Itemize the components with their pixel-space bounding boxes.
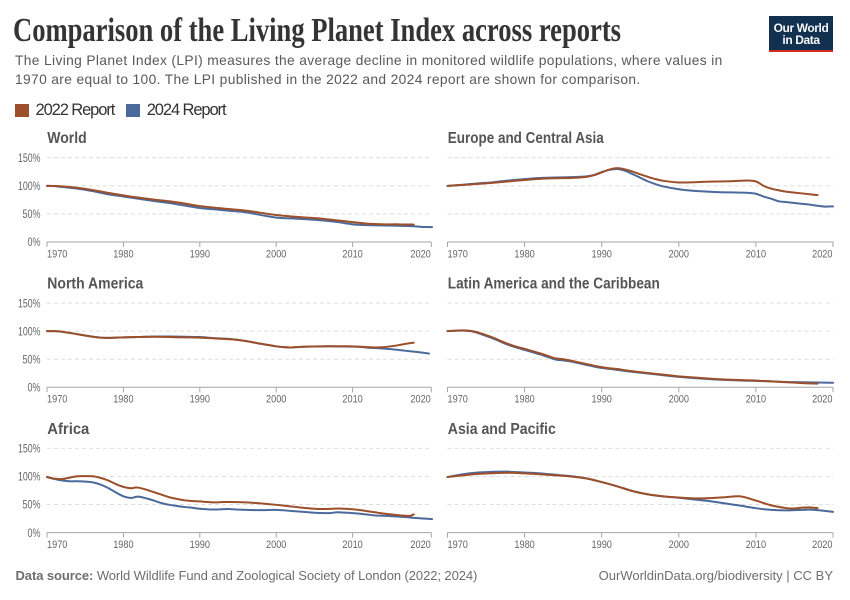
svg-text:1970: 1970 <box>47 539 67 551</box>
svg-text:2020: 2020 <box>410 394 430 406</box>
svg-text:150%: 150% <box>18 153 41 165</box>
svg-text:1970: 1970 <box>448 394 468 406</box>
svg-text:1980: 1980 <box>514 248 534 260</box>
svg-text:2020: 2020 <box>410 248 430 260</box>
svg-text:2020: 2020 <box>812 248 832 260</box>
svg-text:50%: 50% <box>23 209 41 221</box>
svg-text:2000: 2000 <box>669 248 689 260</box>
svg-text:50%: 50% <box>23 500 41 512</box>
svg-text:1980: 1980 <box>113 248 133 260</box>
svg-text:2020: 2020 <box>812 539 832 551</box>
svg-text:150%: 150% <box>18 298 41 310</box>
svg-text:2000: 2000 <box>669 394 689 406</box>
svg-text:0%: 0% <box>28 528 41 540</box>
svg-text:1970: 1970 <box>47 394 67 406</box>
svg-text:1970: 1970 <box>47 248 67 260</box>
svg-text:0%: 0% <box>28 383 41 395</box>
svg-text:1990: 1990 <box>592 394 612 406</box>
svg-text:2010: 2010 <box>342 248 362 260</box>
svg-text:1990: 1990 <box>190 248 210 260</box>
svg-text:World: World <box>47 130 86 147</box>
svg-text:1990: 1990 <box>592 539 612 551</box>
svg-text:2010: 2010 <box>746 248 766 260</box>
svg-text:2010: 2010 <box>746 394 766 406</box>
svg-text:100%: 100% <box>18 181 41 193</box>
svg-text:Africa: Africa <box>47 421 89 438</box>
svg-text:150%: 150% <box>18 444 41 456</box>
svg-text:1980: 1980 <box>113 539 133 551</box>
svg-text:1990: 1990 <box>190 539 210 551</box>
svg-text:2010: 2010 <box>342 394 362 406</box>
svg-text:100%: 100% <box>18 326 41 338</box>
svg-text:50%: 50% <box>23 354 41 366</box>
svg-text:2000: 2000 <box>266 394 286 406</box>
svg-text:100%: 100% <box>18 472 41 484</box>
svg-text:1980: 1980 <box>514 394 534 406</box>
svg-text:1970: 1970 <box>448 539 468 551</box>
svg-text:2020: 2020 <box>410 539 430 551</box>
svg-text:2000: 2000 <box>266 248 286 260</box>
svg-text:2020: 2020 <box>812 394 832 406</box>
svg-text:2000: 2000 <box>669 539 689 551</box>
svg-text:1980: 1980 <box>514 539 534 551</box>
svg-text:2000: 2000 <box>266 539 286 551</box>
svg-text:1980: 1980 <box>113 394 133 406</box>
svg-text:Latin America and the Caribbea: Latin America and the Caribbean <box>448 276 660 293</box>
svg-text:2010: 2010 <box>746 539 766 551</box>
svg-text:0%: 0% <box>28 237 41 249</box>
svg-text:1990: 1990 <box>592 248 612 260</box>
svg-text:Europe and Central Asia: Europe and Central Asia <box>448 130 604 147</box>
svg-text:2010: 2010 <box>342 539 362 551</box>
svg-text:North America: North America <box>47 276 143 293</box>
svg-text:Asia and Pacific: Asia and Pacific <box>448 421 556 438</box>
svg-text:1970: 1970 <box>448 248 468 260</box>
svg-text:1990: 1990 <box>190 394 210 406</box>
